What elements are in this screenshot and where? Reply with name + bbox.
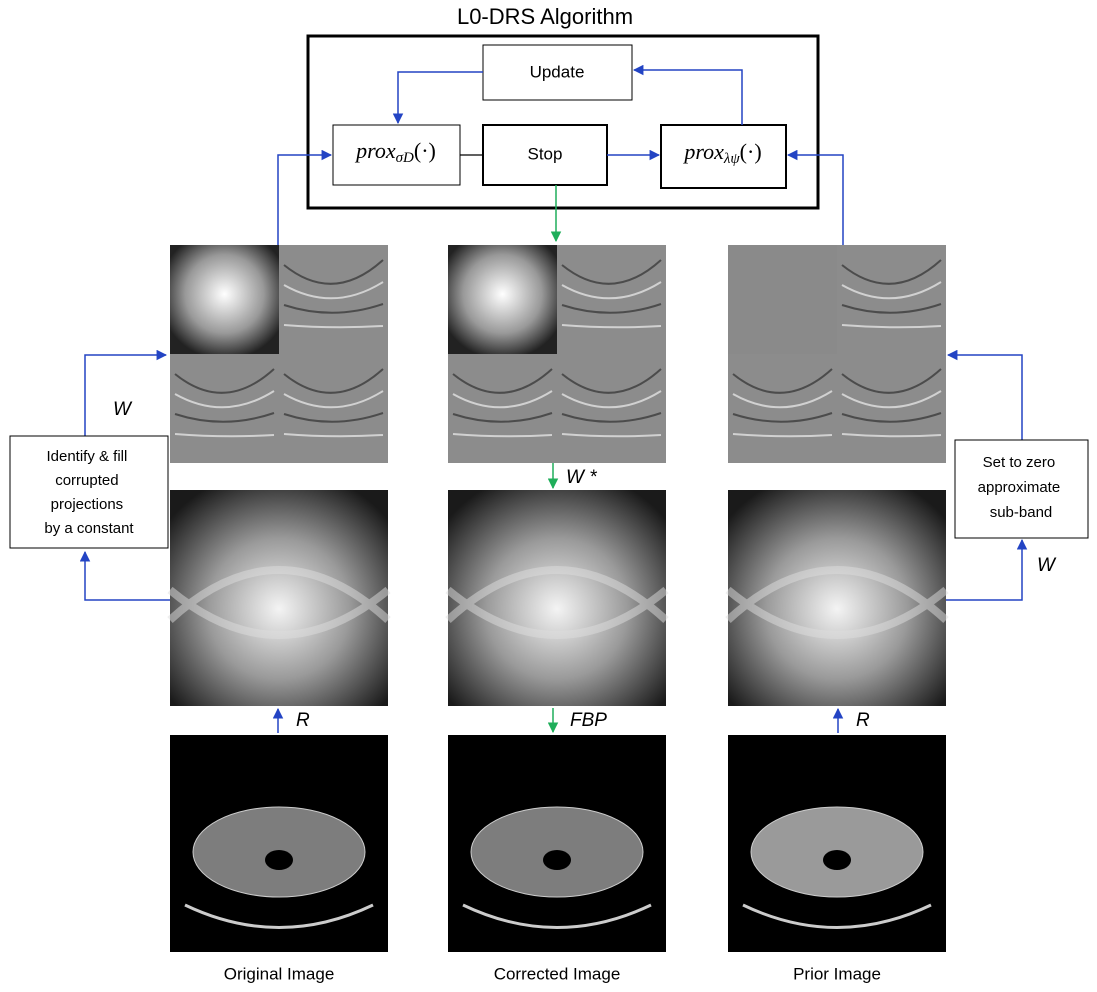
wavelet-detail <box>448 354 557 463</box>
wavelet-detail <box>170 354 279 463</box>
prox-arg: (·) <box>740 139 762 164</box>
update-label: Update <box>530 62 585 81</box>
wavelet-detail <box>557 245 666 354</box>
edge-label: R <box>856 710 870 731</box>
stop-label: Stop <box>528 144 563 163</box>
images <box>170 245 946 952</box>
line: corrupted <box>55 472 118 489</box>
line: Set to zero <box>983 454 1056 471</box>
wavelet-ll <box>728 245 837 354</box>
wavelet-ll <box>170 245 279 354</box>
wavelet-detail <box>279 354 388 463</box>
edge-label: R <box>296 710 310 731</box>
diagram: L0-DRS Algorithm Update proxσD(·) Stop p… <box>0 0 1097 992</box>
caption: Prior Image <box>793 964 881 983</box>
wavelet-detail <box>837 245 946 354</box>
ct-cavity <box>823 850 851 870</box>
prox-arg: (·) <box>414 138 436 163</box>
line: approximate <box>978 479 1061 496</box>
line: by a constant <box>44 520 134 537</box>
prox-base: prox <box>682 139 724 164</box>
wavelet-detail <box>837 354 946 463</box>
edge-label: W <box>113 399 133 420</box>
line: Identify & fill <box>46 448 127 465</box>
edge-label: W <box>1037 555 1057 576</box>
wavelet-detail <box>557 354 666 463</box>
caption: Corrected Image <box>494 964 621 983</box>
prox-sub: σD <box>396 150 414 166</box>
edge-label: W * <box>566 467 597 488</box>
prox-base: prox <box>354 138 396 163</box>
caption: Original Image <box>224 964 335 983</box>
ct-cavity <box>543 850 571 870</box>
right-box-text: Set to zero approximate sub-band <box>978 454 1065 521</box>
title: L0-DRS Algorithm <box>457 4 633 29</box>
wavelet-detail <box>279 245 388 354</box>
wavelet-ll <box>448 245 557 354</box>
prox-d-label: proxσD(·) <box>354 138 436 166</box>
line: sub-band <box>990 504 1053 521</box>
ct-cavity <box>265 850 293 870</box>
wavelet-detail <box>728 354 837 463</box>
prox-psi-label: proxλψ(·) <box>682 139 761 167</box>
line: projections <box>51 496 124 513</box>
edge-label: FBP <box>570 710 607 731</box>
prox-sub: λψ <box>723 151 740 167</box>
